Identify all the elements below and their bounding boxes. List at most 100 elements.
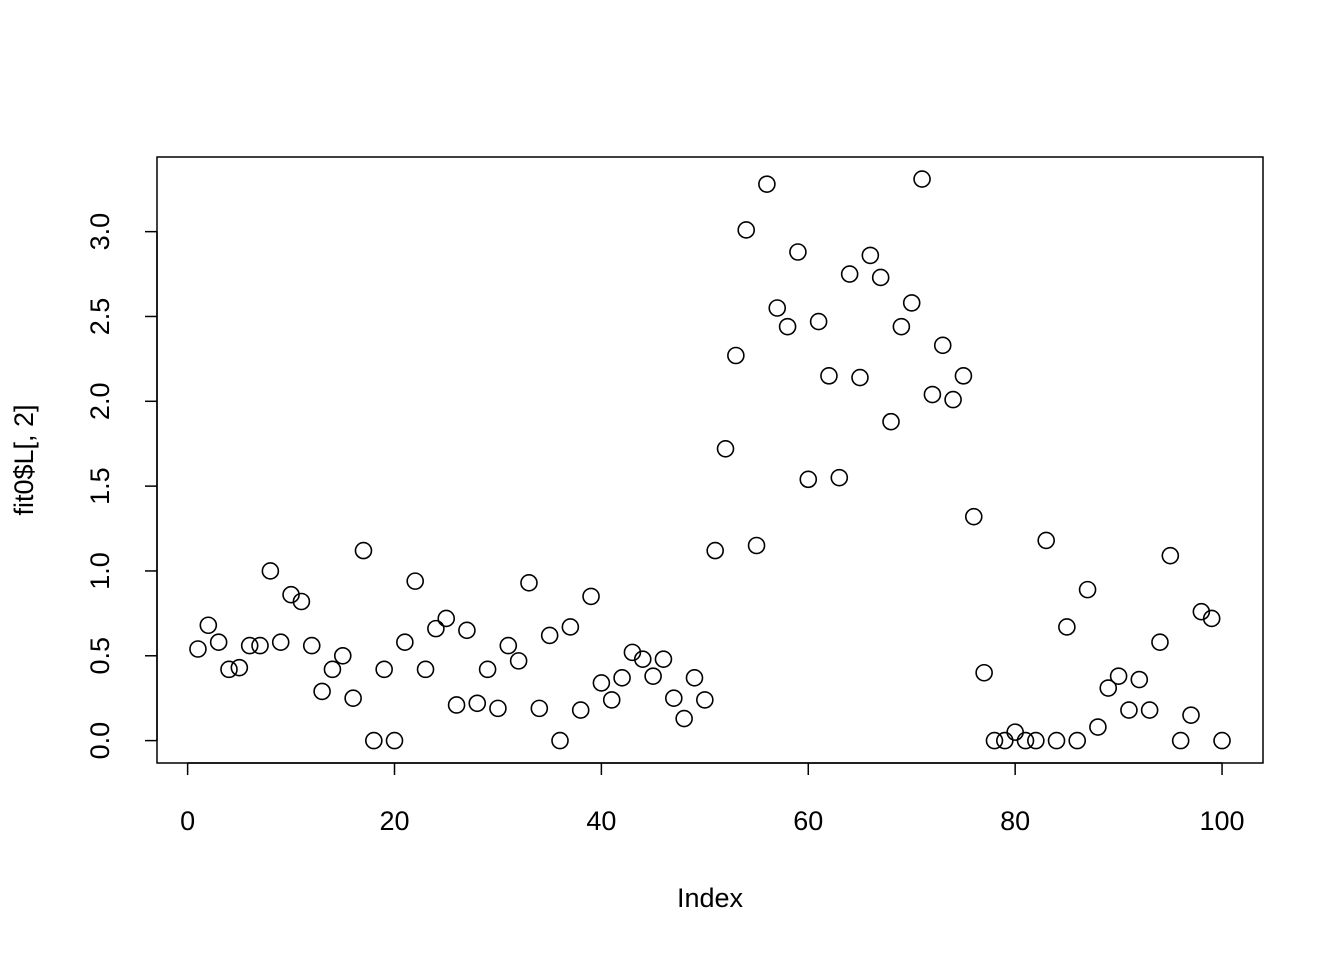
point	[209, 633, 228, 652]
point	[644, 667, 662, 685]
point	[333, 646, 352, 665]
point	[716, 440, 735, 458]
point	[727, 346, 745, 365]
point	[913, 170, 931, 188]
point	[809, 312, 828, 331]
point	[623, 643, 642, 662]
point	[385, 731, 404, 750]
point	[737, 221, 756, 239]
point	[758, 175, 776, 193]
point	[1192, 602, 1211, 621]
x-tick-label: 100	[1200, 806, 1245, 836]
x-tick-label: 40	[586, 806, 616, 836]
point	[996, 731, 1014, 750]
point	[251, 636, 269, 655]
point	[416, 660, 435, 679]
point	[675, 709, 693, 728]
point	[1006, 723, 1024, 741]
point	[1171, 731, 1190, 750]
point	[923, 385, 942, 404]
point	[354, 541, 373, 560]
point	[240, 636, 259, 655]
point	[1016, 731, 1035, 750]
point	[975, 663, 993, 682]
point	[230, 658, 249, 677]
point	[1068, 731, 1087, 750]
point	[571, 701, 590, 719]
point	[871, 268, 890, 287]
plot-frame	[156, 156, 1264, 764]
point	[271, 633, 290, 652]
point	[654, 650, 673, 668]
point	[778, 317, 797, 336]
point	[561, 618, 580, 636]
y-tick-label: 0.5	[85, 637, 115, 675]
point	[633, 650, 652, 668]
point	[323, 660, 342, 679]
point	[840, 265, 859, 283]
point	[302, 636, 321, 655]
point	[282, 585, 300, 604]
point	[1078, 580, 1097, 599]
point	[1213, 731, 1231, 750]
point	[985, 731, 1004, 750]
point	[447, 696, 466, 714]
point	[344, 689, 362, 707]
point	[664, 689, 683, 707]
x-axis-label: Index	[677, 883, 744, 913]
x-tick-label: 20	[379, 806, 409, 836]
x-tick-label: 60	[793, 806, 823, 836]
point	[1058, 618, 1076, 636]
point	[820, 367, 838, 385]
point	[1089, 718, 1107, 736]
x-tick-label: 0	[180, 806, 195, 836]
point	[789, 243, 807, 261]
point	[396, 633, 414, 652]
point	[1130, 670, 1149, 689]
point	[696, 691, 714, 709]
point	[530, 699, 549, 718]
point	[882, 412, 900, 431]
point	[685, 669, 704, 687]
x-tick-label: 80	[1000, 806, 1030, 836]
point	[602, 691, 621, 709]
point	[1037, 531, 1055, 550]
point	[313, 682, 331, 701]
point	[1151, 633, 1169, 652]
point	[706, 541, 724, 560]
y-tick-label: 0.0	[85, 722, 115, 760]
point	[902, 294, 921, 312]
point	[582, 587, 600, 606]
point	[861, 246, 880, 265]
y-axis-label: fit0$L[, 2]	[9, 404, 39, 515]
point	[499, 636, 518, 655]
y-tick-label: 2.5	[85, 298, 115, 336]
point	[933, 336, 952, 355]
y-tick-label: 1.5	[85, 467, 115, 505]
point	[747, 536, 766, 555]
point	[768, 299, 787, 317]
y-tick-label: 1.0	[85, 552, 115, 590]
point	[964, 507, 983, 526]
y-tick-label: 3.0	[85, 213, 115, 251]
point	[1161, 546, 1180, 565]
point	[489, 699, 507, 718]
point	[520, 574, 538, 592]
point	[892, 317, 911, 336]
point	[1120, 701, 1138, 719]
point	[468, 694, 487, 713]
point	[954, 367, 973, 385]
point	[1027, 731, 1045, 750]
point	[1140, 701, 1159, 719]
point	[406, 572, 424, 590]
point	[220, 660, 238, 679]
point	[199, 616, 218, 635]
point	[261, 562, 280, 580]
point	[540, 626, 559, 645]
point	[592, 674, 611, 692]
point	[551, 731, 569, 750]
point	[851, 368, 869, 387]
point	[478, 660, 497, 679]
point	[613, 669, 631, 687]
